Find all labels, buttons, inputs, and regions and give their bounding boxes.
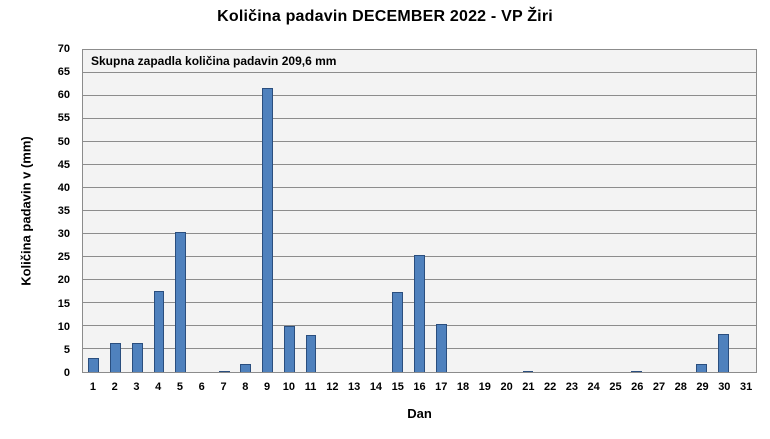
gridline-35 (83, 210, 756, 211)
x-tick-label-14: 14 (369, 381, 383, 393)
x-tick-label-19: 19 (478, 381, 491, 393)
x-tick-label-9: 9 (264, 381, 271, 393)
x-tick-label-11: 11 (304, 381, 317, 393)
y-tick-label-70: 70 (57, 43, 70, 55)
bar-day-9 (262, 87, 273, 372)
x-axis-title: Dan (407, 406, 432, 421)
gridline-55 (83, 118, 756, 119)
x-tick-label-25: 25 (609, 381, 622, 393)
bar-day-17 (435, 324, 447, 372)
gridline-40 (83, 187, 756, 188)
x-tick-label-10: 10 (282, 381, 295, 393)
y-tick-label-20: 20 (57, 274, 70, 287)
x-tick-label-20: 20 (500, 381, 513, 393)
bar-day-5 (175, 231, 187, 372)
x-tick-label-16: 16 (413, 381, 426, 393)
bar-day-8 (240, 363, 252, 372)
y-tick-label-40: 40 (57, 181, 70, 194)
x-tick-label-24: 24 (587, 381, 600, 393)
bar-day-2 (110, 343, 121, 372)
x-tick-label-31: 31 (739, 381, 753, 393)
x-tick-label-30: 30 (718, 381, 731, 393)
x-tick-label-13: 13 (348, 381, 361, 393)
gridline-45 (83, 164, 756, 165)
x-tick-label-3: 3 (133, 381, 140, 393)
gridline-50 (83, 141, 756, 142)
x-tick-label-18: 18 (456, 381, 470, 393)
y-tick-label-60: 60 (57, 89, 70, 102)
bar-day-26 (631, 370, 642, 372)
gridline-60 (83, 95, 756, 96)
x-tick-label-17: 17 (435, 381, 448, 393)
bar-day-3 (131, 342, 143, 372)
x-tick-label-1: 1 (89, 381, 96, 393)
y-tick-label-45: 45 (57, 158, 70, 171)
plot-area: Skupna zapadla količina padavin 209,6 mm (82, 49, 757, 373)
x-tick-label-5: 5 (176, 381, 184, 393)
bar-day-16 (414, 254, 425, 372)
x-tick-label-2: 2 (111, 381, 118, 393)
y-tick-label-15: 15 (57, 297, 70, 310)
x-tick-label-23: 23 (565, 381, 579, 393)
total-annotation: Skupna zapadla količina padavin 209,6 mm (91, 54, 337, 68)
bar-day-29 (696, 364, 708, 372)
y-tick-label-5: 5 (63, 343, 70, 356)
bar-day-11 (305, 335, 317, 372)
x-tick-label-15: 15 (391, 381, 404, 393)
x-tick-label-4: 4 (155, 381, 162, 393)
x-tick-label-6: 6 (198, 381, 205, 393)
bar-day-10 (283, 326, 295, 372)
y-tick-label-65: 65 (57, 66, 70, 79)
bar-day-1 (88, 357, 100, 372)
bar-day-21 (522, 370, 534, 372)
x-tick-label-7: 7 (220, 381, 227, 393)
y-tick-label-25: 25 (57, 251, 70, 264)
y-tick-label-30: 30 (57, 228, 70, 241)
x-tick-label-29: 29 (696, 381, 709, 393)
x-tick-label-21: 21 (522, 381, 535, 393)
bar-day-4 (153, 291, 165, 372)
bar-day-30 (718, 334, 729, 372)
gridline-65 (83, 72, 756, 74)
x-tick-label-28: 28 (674, 381, 687, 393)
x-tick-label-26: 26 (631, 381, 644, 393)
gridline-30 (83, 233, 756, 234)
x-tick-label-27: 27 (652, 381, 666, 393)
x-axis-tick-labels: 1 2 3 4 5 6 7 8 9 10 11 12 13 14 15 16 17 18 19 20 21 22 23 24 2… (82, 381, 757, 397)
y-tick-label-55: 55 (57, 112, 70, 125)
y-tick-label-10: 10 (57, 320, 70, 333)
bar-day-15 (392, 291, 404, 372)
x-tick-label-8: 8 (242, 381, 249, 393)
chart-title: Količina padavin DECEMBER 2022 - VP Žiri (217, 8, 553, 25)
y-tick-label-50: 50 (57, 135, 70, 148)
x-tick-label-12: 12 (326, 381, 339, 393)
y-tick-label-0: 0 (63, 367, 70, 379)
y-axis-tick-labels: 0 5 10 15 20 25 30 35 40 45 50 55 60 65 70 (38, 43, 76, 379)
y-tick-label-35: 35 (57, 205, 70, 217)
x-tick-label-22: 22 (544, 381, 557, 393)
bar-day-7 (218, 370, 230, 372)
